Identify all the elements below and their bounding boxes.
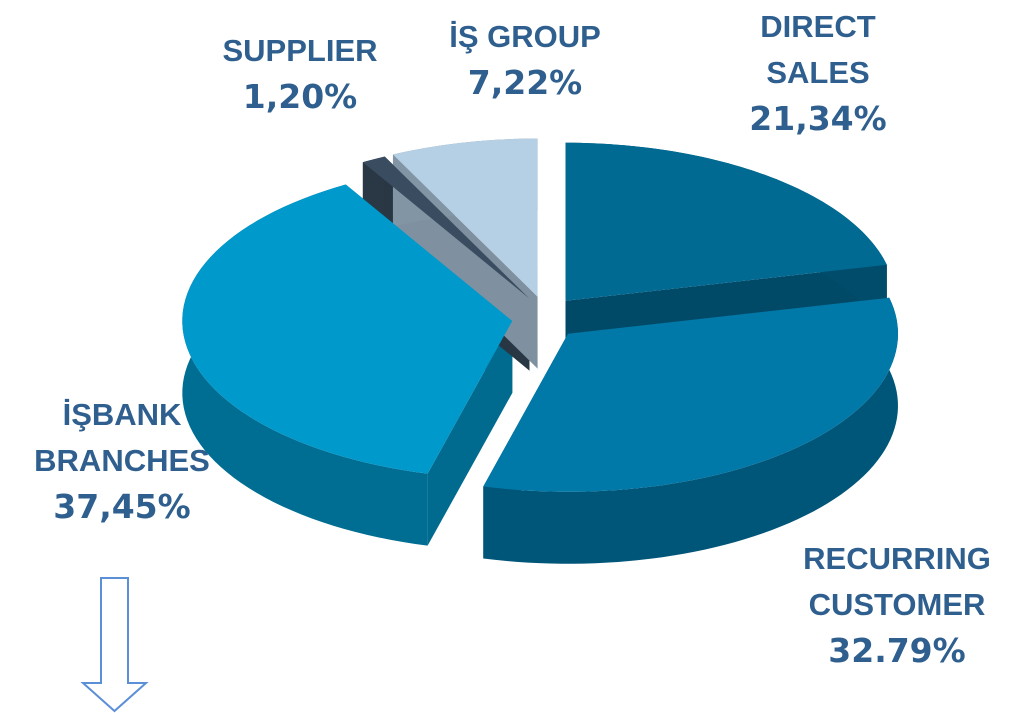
- category-label: İŞBANK BRANCHES: [34, 397, 210, 478]
- value-label: 32.79%: [828, 631, 966, 670]
- slice-label: İŞ GROUP 7,22%: [415, 14, 635, 106]
- slice-label: RECURRING CUSTOMER 32.79%: [782, 536, 1010, 674]
- value-label: 1,20%: [242, 77, 358, 116]
- slice-label: DIRECT SALES 21,34%: [723, 4, 913, 142]
- slice: [483, 297, 898, 492]
- slice: [392, 138, 538, 297]
- slice-label: İŞBANK BRANCHES 37,45%: [12, 392, 232, 530]
- slice-label: SUPPLIER 1,20%: [190, 28, 410, 120]
- value-label: 37,45%: [53, 487, 191, 526]
- slice: [182, 184, 513, 474]
- value-label: 21,34%: [749, 99, 887, 138]
- category-label: RECURRING CUSTOMER: [803, 541, 991, 622]
- slice-wall: [427, 320, 513, 546]
- slice: [362, 156, 530, 299]
- value-label: 7,22%: [467, 63, 583, 102]
- arrow: [80, 577, 149, 713]
- slice: [565, 142, 887, 301]
- category-label: DIRECT SALES: [760, 9, 876, 90]
- category-label: İŞ GROUP: [449, 19, 601, 54]
- slice-side: [483, 297, 898, 564]
- category-label: SUPPLIER: [222, 33, 378, 68]
